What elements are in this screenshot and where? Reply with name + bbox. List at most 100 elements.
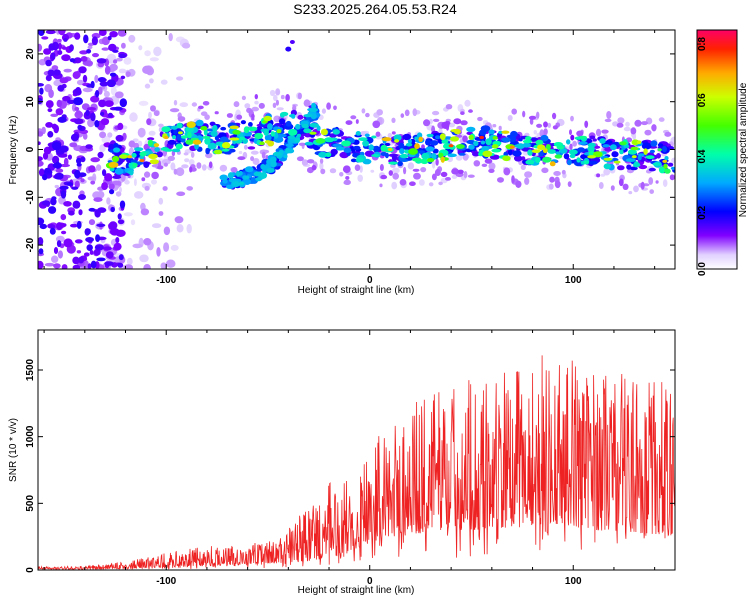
spectrogram-y-label: Frequency (Hz) bbox=[8, 116, 19, 185]
heatmap-cell bbox=[236, 114, 243, 120]
heatmap-cell bbox=[78, 194, 86, 200]
heatmap-cell bbox=[237, 156, 246, 161]
heatmap-cell bbox=[303, 99, 311, 107]
heatmap-cell bbox=[87, 263, 92, 269]
heatmap-cell bbox=[157, 165, 164, 170]
heatmap-cell bbox=[227, 172, 234, 179]
heatmap-cell bbox=[488, 168, 495, 173]
heatmap-cell bbox=[219, 136, 229, 143]
heatmap-cell bbox=[267, 140, 275, 147]
heatmap-cell bbox=[503, 167, 511, 176]
heatmap-cell bbox=[650, 140, 658, 147]
heatmap-cell bbox=[431, 153, 437, 160]
heatmap-cell bbox=[381, 137, 392, 142]
heatmap-cell bbox=[192, 139, 202, 145]
heatmap-cell bbox=[350, 115, 357, 120]
heatmap-cell bbox=[62, 95, 71, 102]
heatmap-cell bbox=[365, 112, 370, 118]
heatmap-cell bbox=[445, 177, 451, 181]
y-tick-label: 500 bbox=[25, 495, 36, 512]
heatmap-cell bbox=[599, 138, 606, 144]
heatmap-cell bbox=[196, 162, 202, 169]
heatmap-cell bbox=[134, 147, 144, 152]
heatmap-cell bbox=[213, 149, 223, 155]
x-tick-label: 0 bbox=[367, 275, 373, 286]
heatmap-cell bbox=[120, 75, 126, 80]
heatmap-cell bbox=[214, 111, 219, 115]
heatmap-cell bbox=[570, 134, 575, 141]
heatmap-cell bbox=[269, 89, 276, 97]
heatmap-cell bbox=[45, 122, 53, 128]
heatmap-cell bbox=[527, 149, 533, 156]
heatmap-cell bbox=[117, 262, 124, 268]
heatmap-cell bbox=[479, 135, 485, 140]
heatmap-cell bbox=[622, 183, 629, 190]
heatmap-cell bbox=[118, 254, 124, 261]
heatmap-cell bbox=[399, 153, 409, 159]
heatmap-cell bbox=[109, 31, 118, 38]
heatmap-cell bbox=[458, 152, 466, 156]
colorbar-tick-label: 0.4 bbox=[697, 149, 708, 163]
heatmap-cell bbox=[55, 161, 60, 169]
heatmap-cell bbox=[275, 99, 279, 106]
colorbar-gradient bbox=[696, 29, 738, 270]
heatmap-cell bbox=[307, 159, 315, 164]
heatmap-cell bbox=[56, 99, 62, 108]
heatmap-cell bbox=[453, 118, 462, 125]
heatmap-cell bbox=[186, 186, 193, 191]
heatmap-cell bbox=[556, 145, 564, 150]
heatmap-cell bbox=[468, 109, 473, 113]
heatmap-cell bbox=[603, 163, 611, 170]
heatmap-cell bbox=[296, 133, 301, 138]
heatmap-cell bbox=[59, 185, 69, 190]
heatmap-cell bbox=[481, 145, 490, 152]
heatmap-cell bbox=[72, 71, 81, 79]
heatmap-cell bbox=[637, 155, 642, 161]
heatmap-cell bbox=[180, 137, 186, 143]
heatmap-cell bbox=[179, 102, 189, 108]
heatmap-cell bbox=[58, 30, 66, 36]
heatmap-cell bbox=[54, 184, 59, 189]
heatmap-cell bbox=[156, 247, 161, 257]
heatmap-cell bbox=[141, 177, 146, 182]
heatmap-cell bbox=[207, 142, 217, 150]
heatmap-cell bbox=[60, 190, 67, 199]
heatmap-cell bbox=[238, 150, 243, 155]
heatmap-cell bbox=[664, 168, 671, 174]
heatmap-cell bbox=[107, 132, 113, 138]
heatmap-cell bbox=[407, 162, 415, 170]
heatmap-cell bbox=[447, 156, 453, 163]
heatmap-cell bbox=[95, 234, 101, 243]
heatmap-cell bbox=[53, 69, 61, 76]
heatmap-cell bbox=[38, 43, 43, 52]
heatmap-cell bbox=[473, 160, 481, 167]
heatmap-cell bbox=[628, 191, 633, 195]
heatmap-cell bbox=[100, 118, 110, 126]
snr-series-line bbox=[38, 355, 675, 570]
heatmap-cell bbox=[88, 207, 96, 212]
heatmap-cell bbox=[82, 133, 88, 140]
heatmap-cell bbox=[435, 135, 441, 140]
heatmap-cell bbox=[71, 186, 79, 190]
heatmap-cell bbox=[473, 140, 479, 147]
heatmap-cell bbox=[123, 212, 133, 217]
heatmap-cell bbox=[488, 162, 496, 171]
colorbar-tick-label: 0.6 bbox=[697, 93, 708, 107]
heatmap-cell bbox=[202, 101, 210, 106]
heatmap-cell bbox=[105, 251, 114, 259]
heatmap-cell bbox=[430, 140, 439, 146]
heatmap-cell bbox=[109, 228, 120, 236]
heatmap-cell bbox=[589, 135, 596, 140]
heatmap-cell bbox=[91, 36, 98, 46]
heatmap-cell bbox=[542, 156, 552, 163]
heatmap-cell bbox=[563, 153, 570, 160]
heatmap-cell bbox=[414, 136, 419, 140]
heatmap-cell bbox=[403, 166, 407, 175]
heatmap-cell bbox=[634, 119, 642, 127]
heatmap-cell bbox=[320, 128, 328, 136]
heatmap-cell bbox=[41, 200, 51, 206]
heatmap-cell bbox=[511, 108, 517, 115]
heatmap-cell bbox=[625, 121, 630, 127]
heatmap-cell bbox=[671, 157, 675, 164]
heatmap-cell bbox=[61, 54, 71, 62]
